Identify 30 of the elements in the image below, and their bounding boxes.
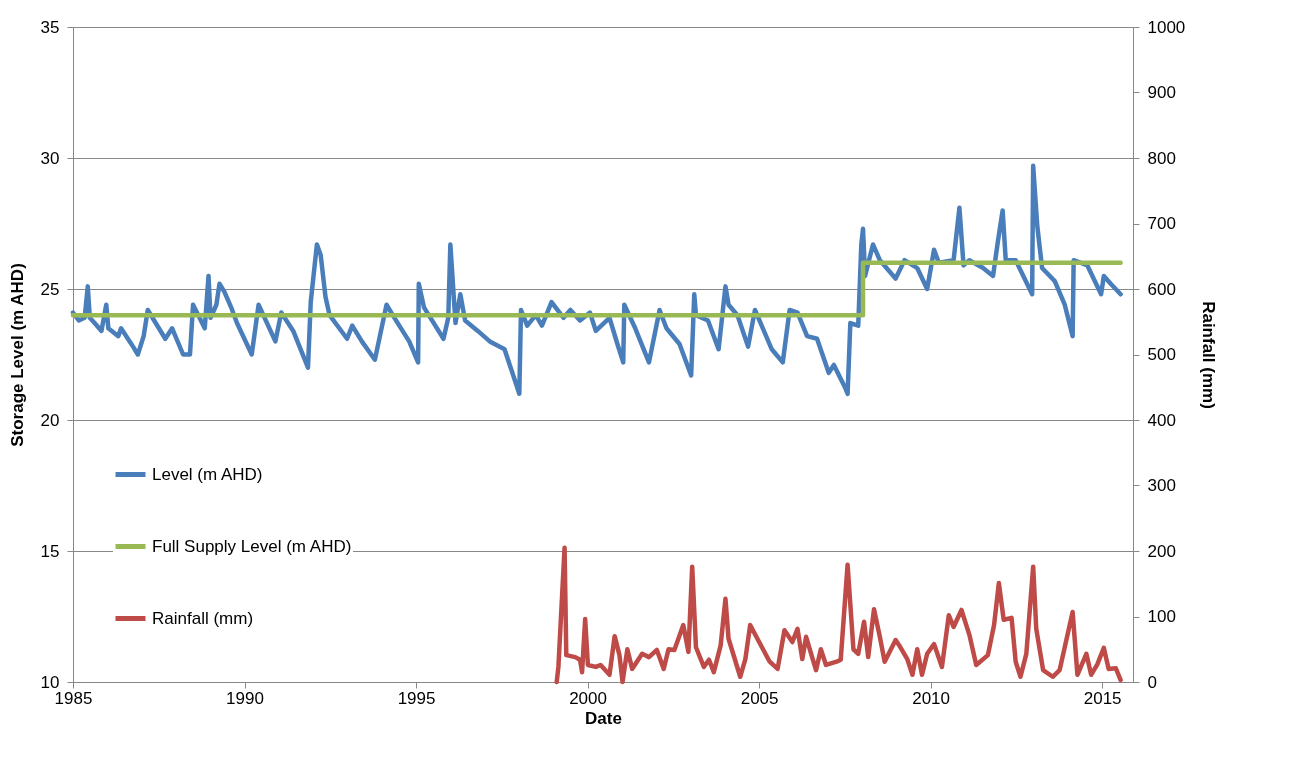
y-tick-label: 35 bbox=[40, 17, 60, 37]
x-axis-title: Date bbox=[585, 708, 622, 728]
x-tick-label: 1995 bbox=[397, 688, 436, 708]
x-tick-label: 2015 bbox=[1083, 688, 1122, 708]
y2-tick-label: 0 bbox=[1147, 672, 1157, 692]
y2-tick-label: 500 bbox=[1147, 345, 1176, 364]
legend-label: Level (m AHD) bbox=[152, 464, 263, 484]
x-tick-label: 2000 bbox=[569, 688, 607, 708]
y2-tick-label: 400 bbox=[1147, 410, 1176, 430]
y2-tick-label: 100 bbox=[1147, 607, 1176, 626]
line-series bbox=[70, 163, 1123, 397]
y-tick-label: 15 bbox=[40, 541, 60, 561]
y2-tick-label: 200 bbox=[1147, 541, 1176, 561]
y-tick-label: 25 bbox=[40, 279, 60, 299]
x-tick-label: 2010 bbox=[912, 688, 951, 708]
y2-tick-label: 300 bbox=[1147, 476, 1176, 495]
x-tick-label: 1990 bbox=[226, 688, 264, 708]
y2-tick-label: 700 bbox=[1147, 214, 1176, 233]
y2-tick-label: 1000 bbox=[1147, 17, 1186, 37]
y-tick-label: 20 bbox=[40, 410, 60, 430]
y2-tick-label: 800 bbox=[1147, 148, 1176, 168]
legend-label: Rainfall (mm) bbox=[152, 608, 254, 628]
y-axis-title: Storage Level (m AHD) bbox=[7, 263, 27, 447]
y-tick-label: 30 bbox=[40, 148, 60, 168]
line-series bbox=[554, 545, 1123, 685]
y2-axis-title: Rainfall (mm) bbox=[1199, 301, 1219, 409]
legend-label: Full Supply Level (m AHD) bbox=[152, 536, 352, 556]
x-tick-label: 2005 bbox=[740, 688, 779, 708]
y2-tick-label: 900 bbox=[1147, 83, 1176, 102]
y2-tick-label: 600 bbox=[1147, 279, 1176, 299]
